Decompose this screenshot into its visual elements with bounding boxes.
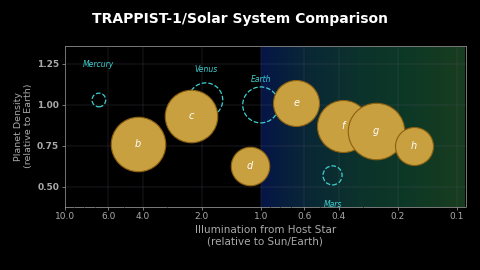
Point [292, 101, 300, 106]
Point [339, 124, 347, 129]
Text: b: b [134, 139, 141, 149]
Text: c: c [188, 112, 193, 122]
Point [187, 114, 195, 119]
Point [246, 163, 253, 168]
Text: e: e [293, 98, 299, 108]
Text: Earth: Earth [251, 75, 271, 84]
Point [134, 142, 142, 146]
Text: Mars: Mars [324, 200, 342, 209]
Point [372, 129, 380, 133]
Text: Venus: Venus [194, 65, 217, 74]
Text: Mercury: Mercury [83, 60, 115, 69]
Text: d: d [246, 161, 252, 171]
Text: h: h [411, 141, 417, 151]
Y-axis label: Planet Density
(relative to Earth): Planet Density (relative to Earth) [13, 84, 33, 168]
Text: TRAPPIST-1/Solar System Comparison: TRAPPIST-1/Solar System Comparison [92, 12, 388, 26]
X-axis label: Illumination from Host Star
(relative to Sun/Earth): Illumination from Host Star (relative to… [194, 225, 336, 247]
Point [410, 144, 418, 148]
Text: g: g [373, 126, 379, 136]
Text: f: f [341, 121, 344, 131]
